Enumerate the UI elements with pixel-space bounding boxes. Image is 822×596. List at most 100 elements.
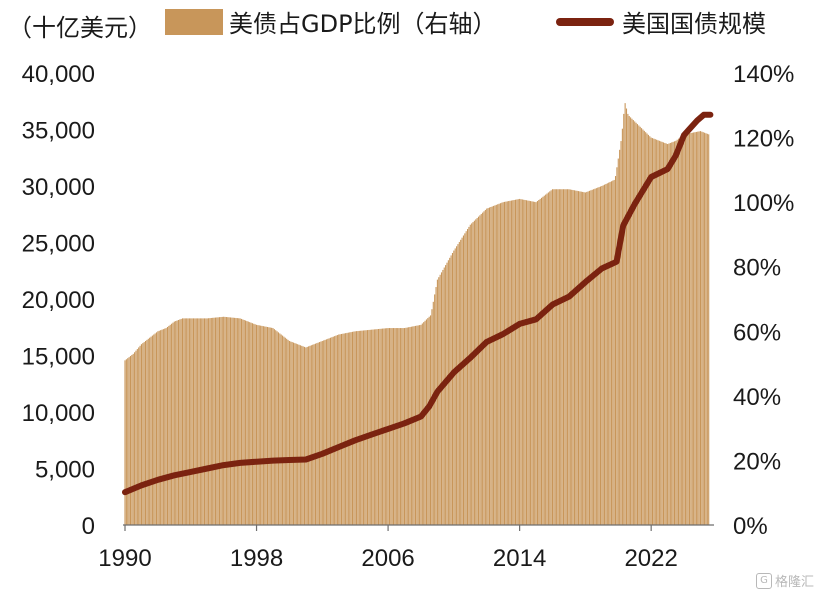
bar-mark (508, 201, 510, 526)
bar-mark (591, 189, 593, 525)
bar-mark (239, 318, 241, 525)
bar-mark (186, 318, 188, 525)
bar-mark (342, 333, 344, 525)
bar-mark (409, 326, 411, 525)
bar-mark (588, 190, 591, 526)
bar-mark (380, 328, 382, 525)
bar-mark (430, 315, 432, 525)
bar-mark (177, 319, 179, 525)
bar-mark (288, 340, 290, 525)
bar-mark (225, 317, 227, 525)
bar-mark (366, 330, 369, 525)
bar-mark (154, 333, 156, 525)
bar-mark (405, 327, 407, 525)
bar-mark (339, 334, 341, 525)
bar-mark (438, 277, 440, 525)
bar-mark (353, 331, 355, 525)
bar-mark (620, 141, 622, 526)
bar-mark (606, 183, 608, 526)
bar-mark (568, 189, 570, 525)
bar-mark (682, 135, 684, 525)
line-series (122, 111, 714, 496)
bar-mark (376, 329, 378, 525)
bar-mark (462, 235, 464, 525)
bar-mark (435, 287, 437, 525)
bar-mark (273, 329, 275, 525)
bar-mark (372, 329, 374, 525)
bar-mark (338, 334, 340, 525)
watermark-text: 格隆汇 (774, 575, 814, 590)
bar-mark (523, 199, 525, 525)
bar-mark (467, 229, 469, 526)
bar-mark (187, 318, 189, 525)
left-axis-tick-label: 40,000 (22, 61, 95, 88)
bar-mark (313, 344, 315, 525)
bar-mark (140, 344, 142, 525)
bar-mark (250, 322, 252, 525)
bar-mark (195, 318, 197, 525)
bar-mark (268, 327, 270, 525)
bar-mark (567, 189, 569, 525)
bar-mark (673, 141, 676, 526)
bar-mark (527, 200, 529, 525)
bar-mark (316, 343, 318, 525)
right-axis-tick-label: 140% (733, 61, 794, 88)
bar-mark (684, 134, 686, 526)
bar-mark (439, 274, 441, 525)
bar-mark (416, 325, 418, 525)
bar-mark (136, 349, 138, 525)
bar-mark (347, 332, 349, 525)
bar-mark (143, 342, 145, 525)
bar-mark (519, 198, 521, 525)
bar-mark (410, 326, 412, 525)
bar-mark (303, 346, 306, 525)
bar-mark (334, 336, 336, 525)
bar-mark (586, 191, 588, 525)
bar-mark (132, 353, 134, 525)
bar-mark (247, 321, 249, 525)
bar-mark (271, 327, 273, 525)
bar-mark (657, 140, 659, 525)
bar-mark (495, 204, 497, 526)
bar-mark (384, 328, 386, 525)
bar-mark (227, 317, 229, 525)
bar-mark (210, 317, 212, 525)
bar-mark (575, 190, 577, 526)
legend-line-swatch (556, 17, 614, 26)
bar-mark (604, 184, 606, 525)
axes: 0 5,000 10,000 15,000 20,000 25,000 30,000 35,0… (22, 61, 795, 572)
x-axis-tick-label: 2014 (493, 545, 546, 572)
bar-mark (413, 326, 415, 525)
bar-mark (669, 142, 671, 525)
bar-mark (331, 337, 333, 525)
bar-mark (319, 342, 321, 525)
bar-mark (135, 350, 137, 525)
bar-mark (403, 328, 406, 525)
right-axis-tick-label: 20% (733, 448, 781, 475)
bar-mark (419, 325, 421, 525)
bar-mark (328, 338, 330, 525)
bar-mark (571, 189, 573, 525)
bar-mark (198, 318, 200, 525)
bar-mark (275, 330, 277, 525)
bar-mark (294, 343, 296, 525)
bar-mark (608, 182, 610, 525)
bar-mark (694, 132, 696, 525)
bar-mark (124, 360, 126, 525)
bar-mark (217, 317, 219, 525)
bar-mark (312, 344, 314, 525)
bar-mark (299, 345, 301, 525)
bar-mark (157, 331, 159, 525)
bar-mark (199, 318, 201, 525)
bar-mark (461, 237, 463, 525)
bar-mark (572, 190, 574, 526)
bar-mark (131, 354, 133, 525)
right-axis-tick-label: 120% (733, 126, 794, 153)
bar-mark (671, 142, 673, 525)
bar-mark (257, 325, 259, 525)
bar-mark (261, 325, 263, 525)
bar-mark (483, 211, 485, 526)
bar-mark (224, 316, 226, 525)
bar-mark (173, 321, 175, 525)
bar-mark (605, 183, 607, 525)
